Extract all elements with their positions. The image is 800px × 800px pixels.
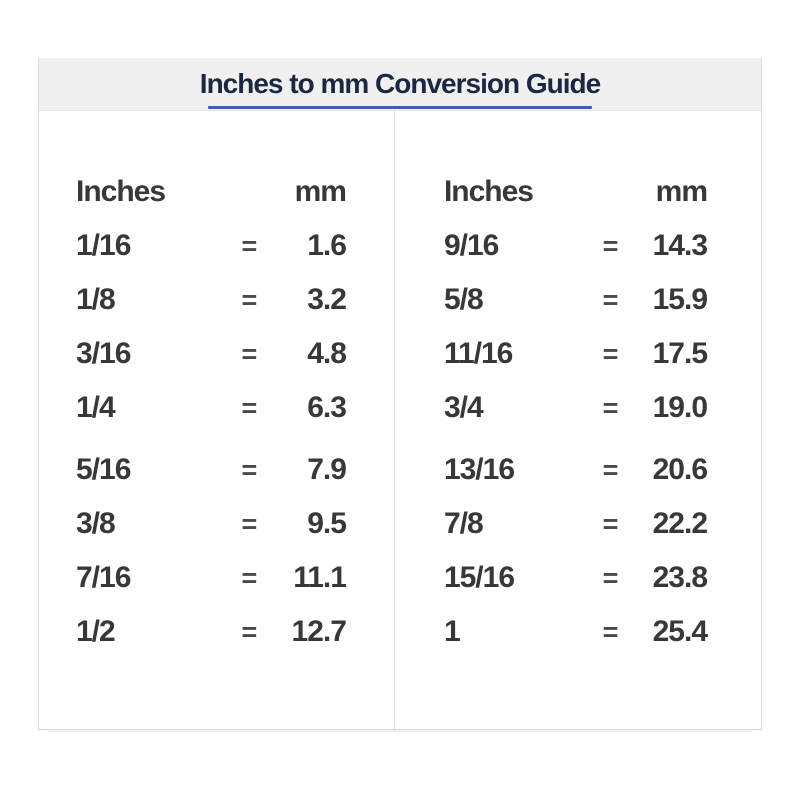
inches-value: 5/16 bbox=[76, 453, 131, 486]
table-row: 1/16 = 1.6 bbox=[76, 219, 347, 273]
table-row: 7/16 = 11.1 bbox=[76, 551, 347, 605]
equals-sign: = bbox=[241, 284, 258, 315]
equals-sign: = bbox=[241, 562, 258, 593]
mm-value: 19.0 bbox=[652, 391, 708, 424]
table-row: 5/8 = 15.9 bbox=[443, 273, 708, 327]
inches-value: 1/8 bbox=[76, 283, 116, 316]
mm-value: 17.5 bbox=[652, 337, 708, 370]
inches-value: 7/16 bbox=[76, 561, 131, 594]
equals-sign: = bbox=[241, 230, 258, 261]
table-row: 3/16 = 4.8 bbox=[76, 327, 347, 381]
mm-value: 1.6 bbox=[307, 229, 347, 262]
inches-value: 1/16 bbox=[76, 229, 131, 262]
equals-sign: = bbox=[602, 508, 619, 539]
mm-value: 3.2 bbox=[307, 283, 347, 316]
equals-sign: = bbox=[602, 616, 619, 647]
inches-value: 1 bbox=[443, 615, 461, 648]
equals-sign: = bbox=[602, 284, 619, 315]
title-underline bbox=[208, 106, 592, 109]
inches-value: 7/8 bbox=[443, 507, 484, 540]
mm-column-header: mm bbox=[294, 175, 347, 208]
table-row: 1/4 = 6.3 bbox=[76, 381, 347, 435]
equals-sign: = bbox=[602, 454, 619, 485]
inches-column-header: Inches bbox=[443, 175, 534, 208]
inches-value: 15/16 bbox=[443, 561, 515, 594]
equals-sign: = bbox=[602, 392, 619, 423]
inches-value: 9/16 bbox=[443, 229, 499, 262]
mm-value: 20.6 bbox=[652, 453, 708, 486]
mm-value: 4.8 bbox=[307, 337, 347, 370]
mm-value: 14.3 bbox=[652, 229, 708, 262]
mm-value: 23.8 bbox=[652, 561, 708, 594]
mm-value: 9.5 bbox=[307, 507, 347, 540]
equals-sign: = bbox=[241, 338, 258, 369]
inches-value: 1/4 bbox=[76, 391, 116, 424]
table-row: 9/16 = 14.3 bbox=[443, 219, 708, 273]
mm-value: 22.2 bbox=[652, 507, 708, 540]
column-right: Inches mm 9/16 = 14.3 5/8 = 15.9 11/16 = bbox=[395, 111, 761, 729]
inches-value: 1/2 bbox=[76, 615, 116, 648]
equals-sign: = bbox=[241, 508, 258, 539]
inches-value: 5/8 bbox=[443, 283, 484, 316]
mm-value: 11.1 bbox=[293, 561, 347, 594]
equals-sign: = bbox=[602, 562, 619, 593]
table-row: 1/2 = 12.7 bbox=[76, 605, 347, 659]
conversion-table: Inches mm 1/16 = 1.6 1/8 = 3.2 3/16 = bbox=[39, 111, 761, 729]
equals-sign: = bbox=[241, 392, 258, 423]
mm-value: 7.9 bbox=[307, 453, 347, 486]
mm-value: 15.9 bbox=[652, 283, 708, 316]
page-title: Inches to mm Conversion Guide bbox=[199, 68, 601, 99]
column-header-row: Inches mm bbox=[76, 165, 347, 219]
table-row: 7/8 = 22.2 bbox=[443, 497, 708, 551]
inches-value: 3/8 bbox=[76, 507, 116, 540]
table-row: 13/16 = 20.6 bbox=[443, 443, 708, 497]
inches-column-header: Inches bbox=[76, 175, 166, 208]
table-row: 3/8 = 9.5 bbox=[76, 497, 347, 551]
table-row: 1 = 25.4 bbox=[443, 605, 708, 659]
conversion-panel: Inches to mm Conversion Guide Inches mm … bbox=[38, 58, 762, 730]
equals-sign: = bbox=[602, 338, 619, 369]
equals-sign: = bbox=[241, 616, 258, 647]
mm-column-header: mm bbox=[655, 175, 708, 208]
mm-value: 12.7 bbox=[291, 615, 347, 648]
inches-value: 3/16 bbox=[76, 337, 131, 370]
equals-sign: = bbox=[602, 230, 619, 261]
panel-header: Inches to mm Conversion Guide bbox=[39, 58, 761, 111]
equals-sign: = bbox=[241, 454, 258, 485]
mm-value: 25.4 bbox=[652, 615, 708, 648]
column-header-row: Inches mm bbox=[443, 165, 708, 219]
table-row: 1/8 = 3.2 bbox=[76, 273, 347, 327]
inches-value: 13/16 bbox=[443, 453, 515, 486]
table-row: 15/16 = 23.8 bbox=[443, 551, 708, 605]
mm-value: 6.3 bbox=[307, 391, 347, 424]
inches-value: 11/16 bbox=[443, 337, 513, 370]
table-row: 11/16 = 17.5 bbox=[443, 327, 708, 381]
column-left: Inches mm 1/16 = 1.6 1/8 = 3.2 3/16 = bbox=[39, 111, 395, 729]
inches-value: 3/4 bbox=[443, 391, 484, 424]
table-row: 5/16 = 7.9 bbox=[76, 443, 347, 497]
table-row: 3/4 = 19.0 bbox=[443, 381, 708, 435]
